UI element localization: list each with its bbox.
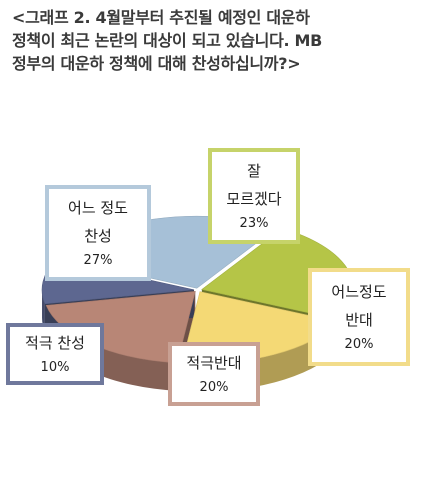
slice-label-4-percent: 10% — [40, 360, 70, 375]
title-line-1: <그래프 2. 4월말부터 추진될 예정인 대운하 — [12, 8, 310, 27]
slice-label-2-name-1: 어느정도 — [331, 283, 387, 301]
slice-label-4: 적극 찬성 10% — [6, 323, 104, 385]
slice-label-2-name-2: 반대 — [345, 311, 373, 329]
slice-label-2-percent: 20% — [344, 337, 374, 352]
title-line-2: 정책이 최근 논란의 대상이 되고 있습니다. MB — [12, 31, 323, 50]
slice-label-3-name-1: 적극반대 — [186, 354, 242, 372]
slice-label-5-name-1: 어느 정도 — [68, 199, 128, 217]
slice-side-3 — [46, 305, 178, 391]
slice-label-1-percent: 23% — [239, 216, 269, 231]
slice-label-4-name-1: 적극 찬성 — [25, 334, 85, 352]
slice-label-3-percent: 20% — [199, 380, 229, 395]
slice-label-5-percent: 27% — [83, 253, 113, 268]
slice-label-3: 적극반대 20% — [168, 342, 260, 406]
chart-title: <그래프 2. 4월말부터 추진될 예정인 대운하 정책이 최근 논란의 대상이… — [12, 6, 420, 75]
slice-label-1-name-1: 잘 — [247, 162, 261, 180]
slice-side-4 — [42, 289, 45, 332]
slice-label-5-name-2: 찬성 — [84, 227, 112, 245]
slice-label-1-name-2: 모르겠다 — [226, 190, 282, 208]
title-line-3: 정부의 대운하 정책에 대해 찬성하십니까?> — [12, 54, 301, 73]
